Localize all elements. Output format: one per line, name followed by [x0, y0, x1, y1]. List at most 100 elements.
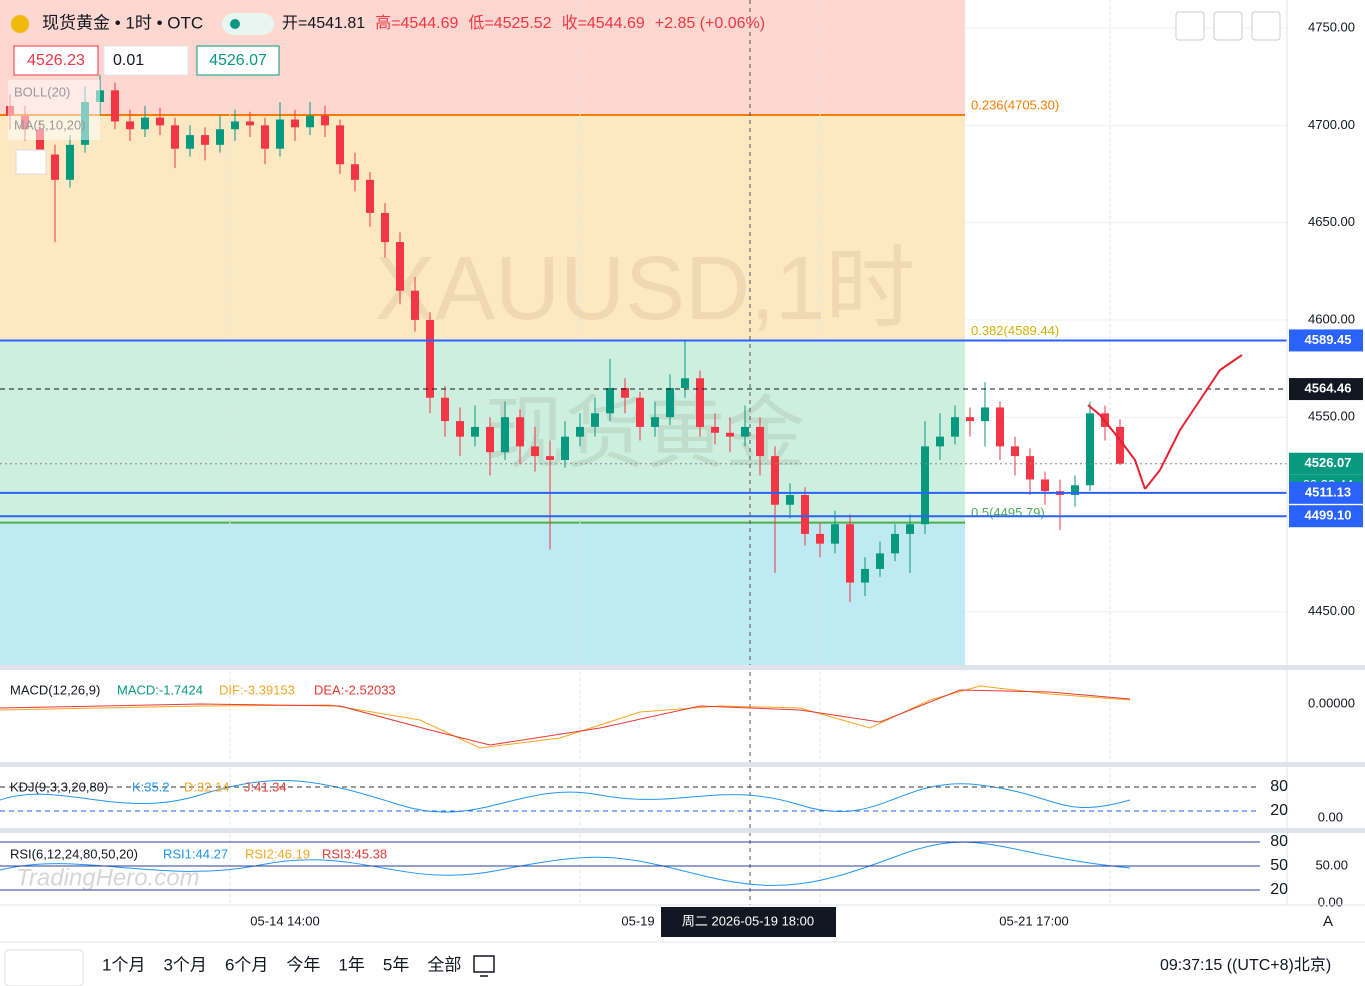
tool-button[interactable] — [1175, 11, 1205, 41]
candle-body — [756, 426, 764, 457]
k-value: K:35.2 — [132, 779, 170, 794]
rsi-axis: 50.00 — [1315, 857, 1348, 872]
candle-body — [426, 319, 434, 398]
candle-body — [336, 125, 344, 165]
y-tick-label: 4750.00 — [1308, 20, 1355, 35]
ohlc-value: 高=4544.69 — [375, 14, 458, 32]
time-label: 05-14 14:00 — [250, 913, 319, 928]
buy-button[interactable] — [196, 45, 280, 76]
y-tick-label: 4650.00 — [1308, 214, 1355, 229]
d-value: D:32.14 — [184, 779, 230, 794]
candle-body — [531, 446, 539, 457]
candle-body — [51, 154, 59, 180]
fib-zone — [0, 115, 965, 341]
logo-button[interactable] — [4, 949, 84, 986]
candle-body — [561, 436, 569, 460]
candle-body — [801, 495, 809, 534]
y-tick-label: 4600.00 — [1308, 311, 1355, 326]
candle-body — [546, 456, 554, 460]
dea-value: DEA:-2.52033 — [314, 682, 396, 697]
j-value: J:41.34 — [244, 779, 287, 794]
tool-button[interactable] — [1251, 11, 1281, 41]
indicator[interactable]: BOLL(20) — [14, 84, 70, 99]
candle-body — [1041, 479, 1049, 492]
candle-body — [456, 421, 464, 437]
candle-body — [906, 524, 914, 534]
range-button[interactable]: 全部 — [427, 955, 461, 974]
candle-body — [621, 388, 629, 398]
candle-body — [966, 417, 974, 422]
rsi-axis: 0.00 — [1318, 894, 1343, 909]
candle-body — [831, 524, 839, 544]
candle-body — [366, 179, 374, 213]
candle-body — [576, 426, 584, 437]
status-dot — [230, 19, 240, 29]
indicator[interactable]: MA(5,10,20) — [14, 117, 86, 132]
collapse-button[interactable] — [15, 149, 47, 175]
candle-body — [486, 426, 494, 453]
rsi1: RSI1:44.27 — [163, 846, 228, 861]
price-badge-text: 4526.07 — [1305, 455, 1352, 470]
fib-label: 0.382(4589.44) — [971, 323, 1059, 338]
fib-label: 0.5(4495.79) — [971, 505, 1045, 520]
separator — [0, 762, 1365, 767]
rsi-level-label: 80 — [1270, 833, 1288, 850]
status-pill[interactable] — [222, 13, 274, 35]
scale-mode[interactable]: A — [1323, 913, 1333, 930]
ohlc-value: 低=4525.52 — [468, 14, 551, 32]
compare-icon[interactable] — [473, 955, 495, 977]
candle-body — [276, 119, 284, 149]
range-button[interactable]: 1年 — [338, 955, 364, 974]
qty-input[interactable] — [103, 45, 189, 76]
crosshair-time: 周二 2026-05-19 18:00 — [682, 913, 814, 928]
candle-body — [1116, 426, 1124, 464]
symbol-icon — [11, 15, 29, 33]
ohlc-value: 收=4544.69 — [562, 14, 645, 32]
macd-dif — [0, 685, 1131, 749]
rsi-line — [0, 841, 1131, 886]
time-label: 05-19 — [621, 913, 654, 928]
watermark: XAUUSD,1时 — [375, 239, 915, 339]
dif-value: DIF:-3.39153 — [219, 682, 295, 697]
scale-button[interactable] — [1315, 910, 1341, 934]
candle-body — [351, 164, 359, 180]
rsi-title: RSI(6,12,24,80,50,20) — [10, 846, 138, 861]
y-tick-label: 4700.00 — [1308, 117, 1355, 132]
candle-body — [246, 121, 254, 126]
kdj-level-label: 20 — [1270, 802, 1288, 819]
macd-value: MACD:-1.7424 — [117, 682, 203, 697]
price-badge — [1289, 378, 1363, 401]
candle-body — [696, 378, 704, 427]
candle-body — [516, 417, 524, 447]
price-badge-text: 4589.45 — [1305, 332, 1352, 347]
candle-body — [846, 524, 854, 583]
fib-zone — [0, 522, 965, 665]
candle-body — [411, 290, 419, 320]
indicator-box — [8, 80, 100, 140]
macd-axis: 0.00000 — [1308, 695, 1355, 710]
candle-body — [606, 388, 614, 414]
range-button[interactable]: 5年 — [383, 955, 409, 974]
range-button[interactable]: 3个月 — [163, 955, 206, 974]
kdj-line — [0, 780, 1131, 813]
price-badge-text: 4564.46 — [1305, 380, 1352, 395]
candle-body — [156, 117, 164, 126]
sell-price: 4526.23 — [27, 52, 85, 69]
fib-label: 0.236(4705.30) — [971, 97, 1059, 112]
sell-button[interactable] — [13, 45, 99, 76]
candle-body — [186, 135, 194, 149]
range-button[interactable]: 今年 — [286, 955, 320, 974]
candle-body — [591, 413, 599, 427]
candle-body — [471, 426, 479, 437]
candle-body — [126, 121, 134, 130]
candle-body — [741, 426, 749, 437]
candle-body — [501, 417, 509, 453]
candle-body — [651, 417, 659, 427]
symbol: 现货黄金 • 1时 • OTC — [42, 13, 203, 32]
candle-body — [951, 417, 959, 437]
tool-button[interactable] — [1213, 11, 1243, 41]
range-button[interactable]: 6个月 — [225, 955, 268, 974]
range-button[interactable]: 1个月 — [102, 955, 145, 974]
candle-body — [681, 378, 689, 389]
